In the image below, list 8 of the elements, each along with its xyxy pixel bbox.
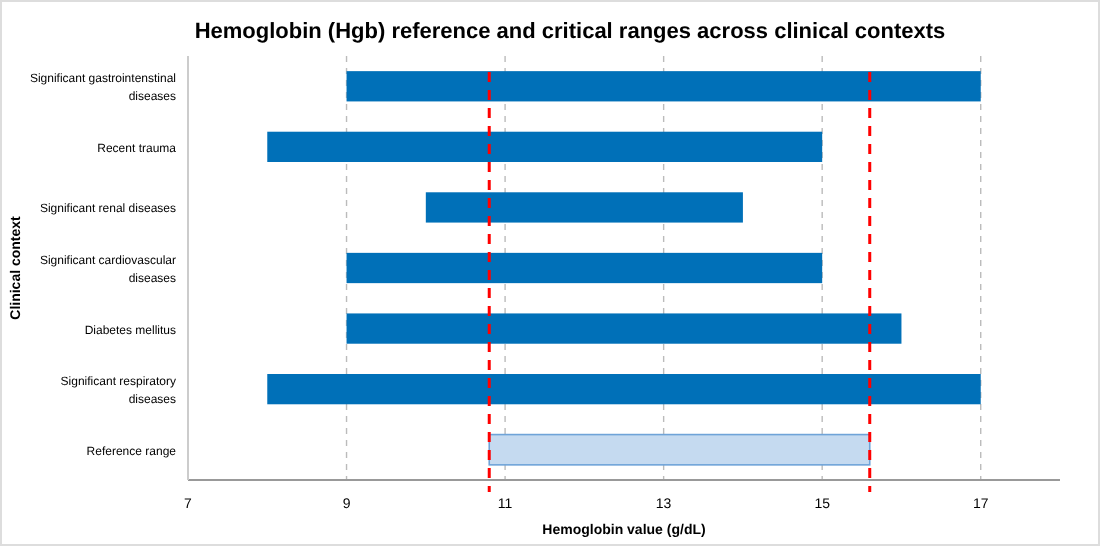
bar <box>346 71 981 102</box>
bar <box>425 192 743 223</box>
bar <box>488 433 871 466</box>
bar <box>267 374 981 405</box>
bar <box>346 313 902 344</box>
chart-title: Hemoglobin (Hgb) reference and critical ranges across clinical contexts <box>194 20 946 44</box>
bar <box>346 252 823 284</box>
bar <box>267 131 823 162</box>
